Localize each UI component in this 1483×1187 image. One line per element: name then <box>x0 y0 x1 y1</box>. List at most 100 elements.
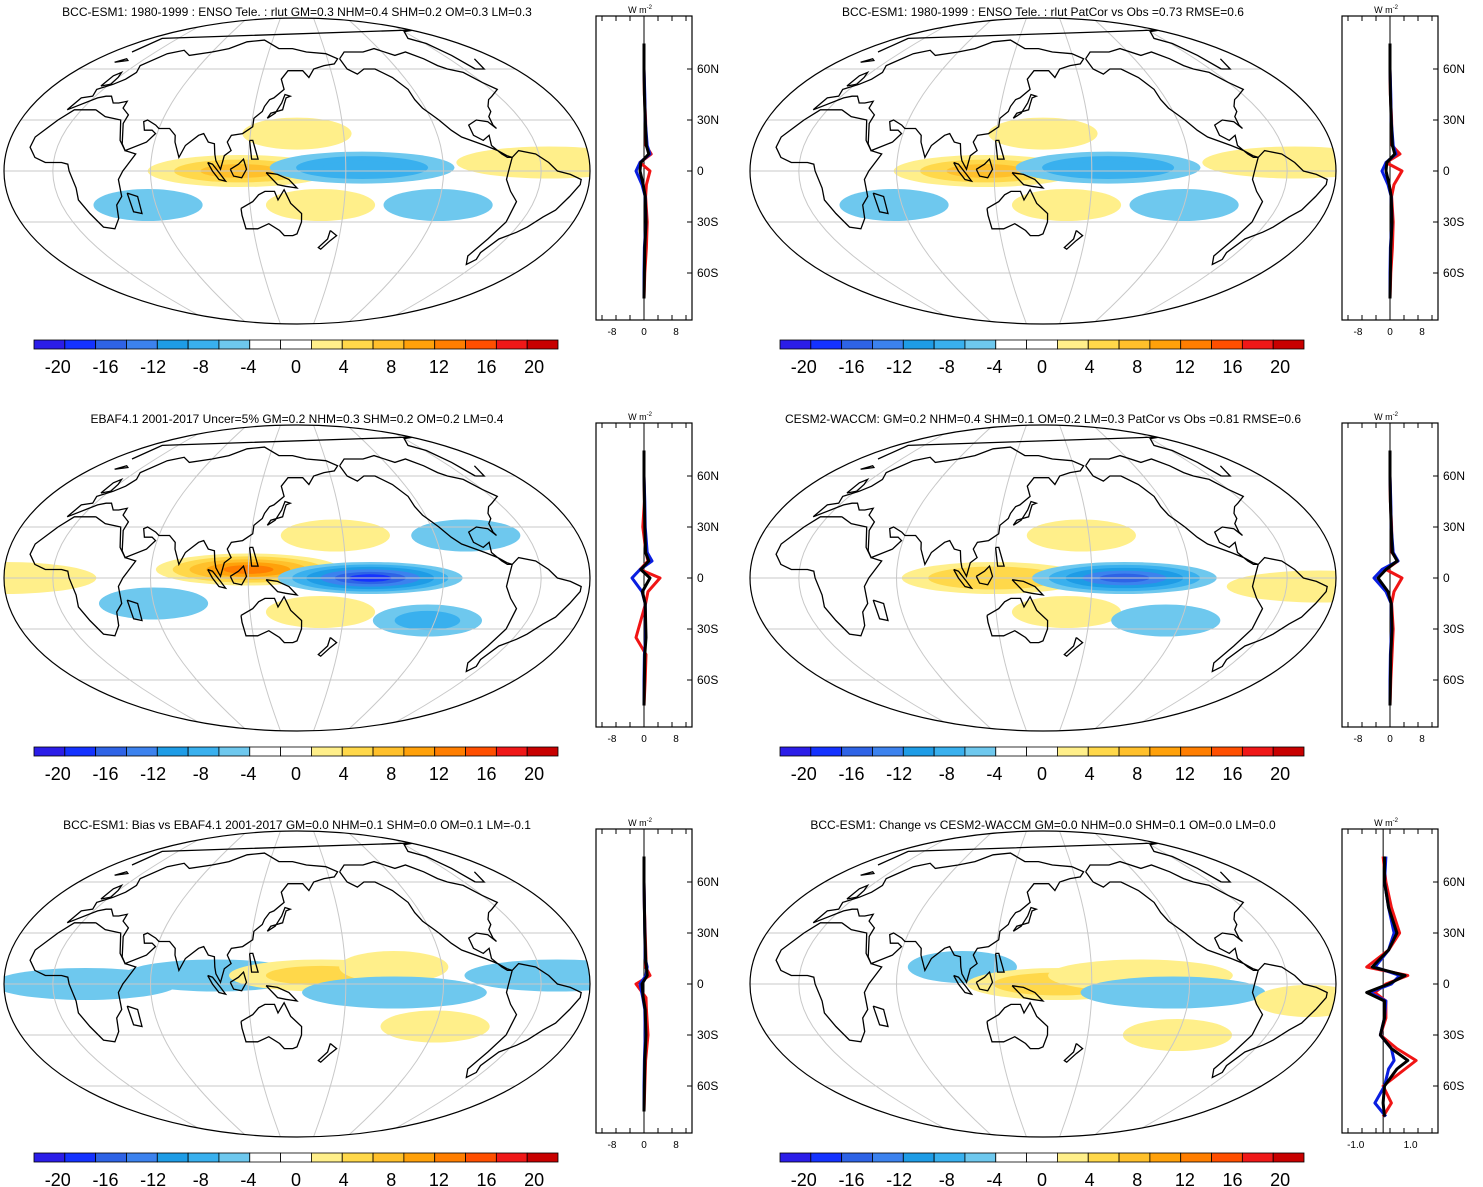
colorbar-label: 12 <box>1175 1170 1195 1187</box>
colorbar-swatch <box>465 746 497 757</box>
coastline <box>339 860 582 1079</box>
longitude-line <box>798 18 961 324</box>
profile-units: W m-2 <box>1374 818 1398 828</box>
profile-units: W m-2 <box>1374 412 1398 422</box>
longitude-line <box>895 425 994 731</box>
colorbar-swatch <box>1241 746 1274 757</box>
x-tick-label: -8 <box>608 734 617 745</box>
coastline <box>100 883 124 900</box>
colorbar-label: -20 <box>791 357 817 377</box>
colorbar-swatch <box>465 1152 497 1163</box>
coastline <box>1012 500 1039 526</box>
colorbar-swatch <box>33 1152 66 1163</box>
lat-label: 30S <box>1443 622 1464 636</box>
colorbar-swatch <box>1211 1152 1243 1163</box>
longitude-line <box>993 831 1027 1137</box>
world-map <box>749 424 1337 732</box>
colorbar-swatch <box>872 1152 904 1163</box>
lat-label: 60S <box>697 673 718 687</box>
colorbar-swatch <box>311 339 343 350</box>
x-tick-label: 0 <box>641 1140 647 1151</box>
anomaly-contour <box>302 976 487 1009</box>
coastline <box>131 29 486 70</box>
coastline <box>975 157 994 179</box>
colorbar-swatch <box>1180 1152 1212 1163</box>
x-tick-label: -8 <box>1354 327 1363 338</box>
colorbar-swatch <box>902 746 935 757</box>
anomaly-contour <box>1068 160 1148 175</box>
colorbar-swatch <box>995 746 1027 757</box>
colorbar-swatch <box>341 1152 374 1163</box>
colorbar-label: 4 <box>339 764 349 784</box>
colorbar-swatch <box>1057 1152 1089 1163</box>
colorbar-swatch <box>187 746 220 757</box>
coastline <box>229 970 248 992</box>
zonal-mean-profile: W m-2 60N 30N 0 30S 60S -8 0 8 <box>595 5 719 338</box>
longitude-line <box>379 425 542 731</box>
longitude-line <box>149 425 248 731</box>
coastline <box>860 465 876 470</box>
panel-title: CESM2-WACCM: GM=0.2 NHM=0.4 SHM=0.1 OM=0… <box>785 412 1301 426</box>
colorbar-label: -12 <box>140 1170 166 1187</box>
colorbar: -20 -16 -12 -8 -4 0 4 8 12 16 20 <box>33 1152 559 1187</box>
colorbar-swatch <box>1211 746 1243 757</box>
colorbar-label: -20 <box>45 357 71 377</box>
lat-label: 30S <box>1443 215 1464 229</box>
longitude-line <box>798 425 961 731</box>
colorbar-label: -12 <box>140 357 166 377</box>
profile-units-exponent: -2 <box>1393 5 1399 11</box>
x-tick-label: 8 <box>673 327 679 338</box>
x-tick-label: 8 <box>1419 734 1425 745</box>
colorbar-swatch <box>1026 746 1058 757</box>
anomaly-contour <box>394 610 461 631</box>
coastline <box>975 564 994 586</box>
colorbar-swatch <box>218 746 251 757</box>
longitude-line <box>798 831 961 1137</box>
diff-zonal-mean-line <box>1376 450 1399 706</box>
x-tick-label: 0 <box>641 734 647 745</box>
colorbar-swatch <box>995 1152 1027 1163</box>
longitude-line <box>1125 425 1288 731</box>
coastline <box>207 568 228 590</box>
lat-label: 30S <box>1443 1028 1464 1042</box>
profile-units: W m-2 <box>1374 5 1398 15</box>
zonal-mean-profile: W m-2 60N 30N 0 30S 60S -8 0 8 <box>595 412 719 745</box>
colorbar-label: -16 <box>92 764 118 784</box>
colorbar-swatch <box>187 1152 220 1163</box>
anomaly-south-pacific-convergence-zone <box>265 189 376 221</box>
coastline <box>812 446 1085 579</box>
colorbar-label: 16 <box>1223 764 1243 784</box>
profile-units-exponent: -2 <box>1393 412 1399 418</box>
colorbar-swatch <box>495 746 528 757</box>
coastline <box>317 1042 338 1064</box>
colorbar-label: 20 <box>1270 1170 1290 1187</box>
anomaly-central-equatorial-pacific <box>302 976 487 1009</box>
colorbar-swatch <box>1272 1152 1305 1163</box>
coastline <box>265 172 299 189</box>
anomaly-south-pacific-convergence-zone <box>1011 596 1122 628</box>
x-tick-label: 8 <box>673 1140 679 1151</box>
diff-zonal-mean-line <box>640 856 649 1112</box>
coastline <box>1011 172 1045 189</box>
coastline <box>872 599 889 622</box>
colorbar-label: -4 <box>240 357 256 377</box>
longitude-line <box>52 18 215 324</box>
zonal-mean-profile: W m-2 60N 30N 0 30S 60S -8 0 8 <box>1341 5 1465 338</box>
lat-label: 0 <box>697 164 704 178</box>
coastline <box>812 39 1085 172</box>
coastline <box>860 871 876 876</box>
coastline <box>986 188 1049 237</box>
longitude-line <box>313 831 347 1137</box>
colorbar-swatch <box>1026 1152 1058 1163</box>
x-tick-label: 1.0 <box>1404 1140 1418 1151</box>
colorbar: -20 -16 -12 -8 -4 0 4 8 12 16 20 <box>779 339 1305 377</box>
anomaly-contour <box>287 195 354 215</box>
colorbar-swatch <box>964 339 997 350</box>
colorbar-label: 20 <box>1270 357 1290 377</box>
colorbar-label: -4 <box>240 764 256 784</box>
colorbar-swatch <box>403 339 436 350</box>
colorbar-swatch <box>95 1152 127 1163</box>
colorbar-swatch <box>311 1152 343 1163</box>
coastline <box>66 446 339 579</box>
colorbar-label: 16 <box>477 1170 497 1187</box>
